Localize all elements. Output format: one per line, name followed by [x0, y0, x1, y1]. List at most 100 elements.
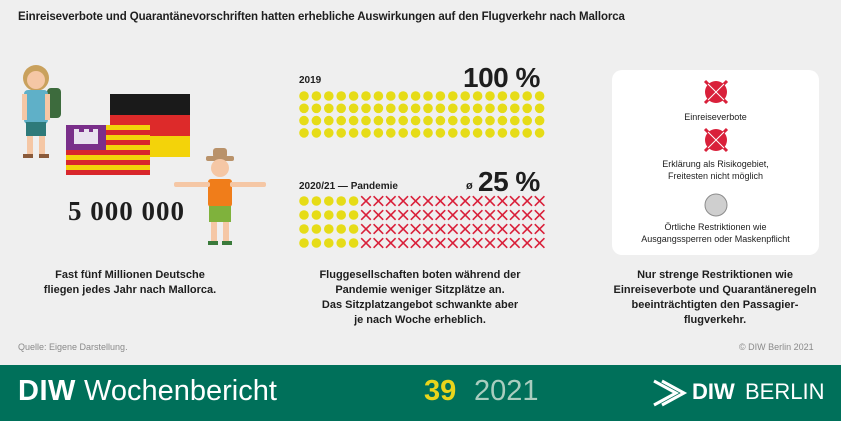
- seat-cancelled-mark: [459, 237, 471, 249]
- seat-cancelled-mark: [373, 195, 384, 207]
- seat-cancelled-mark: [360, 223, 372, 235]
- seat-cancelled-mark: [472, 223, 483, 235]
- circle-icon: [704, 193, 728, 217]
- seat-cancelled-mark: [385, 195, 397, 207]
- seat-cancelled-mark: [422, 223, 434, 235]
- seat-available-dot: [324, 115, 334, 126]
- seat-available-dot: [348, 196, 359, 206]
- seat-available-dot: [336, 210, 346, 220]
- seat-cancelled-mark: [435, 237, 446, 249]
- seat-available-dot: [336, 103, 346, 114]
- seat-available-dot: [299, 103, 309, 114]
- seat-cancelled-mark: [484, 237, 496, 249]
- seat-cancelled-mark: [484, 223, 496, 235]
- seat-cancelled-mark: [521, 195, 533, 207]
- seat-cancelled-mark: [360, 237, 372, 249]
- seat-cancelled-mark: [422, 195, 434, 207]
- seat-cancelled-mark: [497, 209, 508, 221]
- seat-cancelled-mark: [472, 209, 483, 221]
- seat-available-dot: [522, 128, 532, 138]
- seat-cancelled-mark: [373, 209, 384, 221]
- travellers-number: 5 000 000: [68, 196, 185, 226]
- seat-cancelled-mark: [385, 209, 397, 221]
- seat-available-dot: [311, 210, 322, 220]
- seat-available-dot: [448, 91, 458, 101]
- logo-brand: DIW: [692, 379, 735, 404]
- seat-available-dot: [361, 103, 371, 114]
- mallorca-flag-icon: [66, 125, 150, 175]
- seat-cancelled-mark: [472, 237, 483, 249]
- seat-available-dot: [410, 128, 421, 138]
- seat-cancelled-mark: [410, 223, 421, 235]
- seat-cancelled-mark: [534, 223, 545, 235]
- seat-available-dot: [311, 115, 322, 126]
- seat-available-dot: [534, 128, 545, 138]
- seat-available-dot: [522, 103, 532, 114]
- seat-available-dot: [299, 115, 309, 126]
- seat-cancelled-mark: [509, 237, 521, 249]
- seat-available-dot: [311, 103, 322, 114]
- seat-available-dot: [398, 128, 408, 138]
- seat-cancelled-mark: [472, 195, 483, 207]
- seat-available-dot: [324, 91, 334, 101]
- seat-available-dot: [336, 91, 346, 101]
- restriction-label-2b: Freitesten nicht möglich: [667, 171, 764, 181]
- seat-available-dot: [348, 103, 359, 114]
- seat-available-dot: [299, 238, 309, 248]
- seat-available-dot: [435, 115, 446, 126]
- restriction-label-2a: Erklärung als Risikogebiet,: [662, 159, 769, 169]
- seat-cancelled-mark: [397, 209, 409, 221]
- seat-cancelled-mark: [447, 223, 459, 235]
- seat-available-dot: [336, 238, 346, 248]
- seat-available-dot: [448, 128, 458, 138]
- seat-available-dot: [324, 196, 334, 206]
- seat-available-dot: [311, 128, 322, 138]
- seat-available-dot: [472, 128, 483, 138]
- seat-available-dot: [324, 128, 334, 138]
- seat-available-dot: [448, 103, 458, 114]
- seat-available-dot: [410, 115, 421, 126]
- seat-cancelled-mark: [360, 209, 372, 221]
- seat-cancelled-mark: [410, 237, 421, 249]
- seat-cancelled-mark: [410, 209, 421, 221]
- seat-available-dot: [497, 115, 508, 126]
- right-caption-line: beeinträchtigten den Passagier-: [631, 299, 799, 311]
- seat-cancelled-mark: [397, 223, 409, 235]
- seat-available-dot: [423, 128, 433, 138]
- seat-cancelled-mark: [397, 195, 409, 207]
- seat-cancelled-mark: [385, 223, 397, 235]
- seat-cancelled-mark: [484, 195, 496, 207]
- seat-available-dot: [460, 128, 470, 138]
- average-symbol: ø: [466, 180, 473, 192]
- seat-available-dot: [534, 103, 545, 114]
- left-caption-line: fliegen jedes Jahr nach Mallorca.: [43, 284, 217, 296]
- seat-cancelled-mark: [459, 195, 471, 207]
- seat-available-dot: [522, 91, 532, 101]
- seat-cancelled-mark: [373, 223, 384, 235]
- seat-available-dot: [348, 210, 359, 220]
- seat-available-dot: [435, 103, 446, 114]
- seat-available-dot: [510, 103, 520, 114]
- seat-cancelled-mark: [497, 237, 508, 249]
- seat-cancelled-mark: [397, 237, 409, 249]
- percentage-2019: 100 %: [463, 62, 540, 93]
- label-pandemic: 2020/21 — Pandemie: [299, 181, 398, 192]
- copyright-note: © DIW Berlin 2021: [739, 342, 814, 352]
- crossed-out-icon: [703, 127, 729, 153]
- seat-cancelled-mark: [385, 237, 397, 249]
- right-caption: Nur strenge Restriktionen wie Einreiseve…: [590, 268, 840, 328]
- footer-brand: DIW: [18, 375, 76, 407]
- seat-available-dot: [348, 238, 359, 248]
- tourist-man-icon: [174, 148, 266, 245]
- restriction-label-1: Einreiseverbote: [684, 112, 747, 122]
- seat-available-dot: [472, 91, 483, 101]
- seat-cancelled-mark: [497, 195, 508, 207]
- seats-pandemic-grid: [299, 195, 545, 249]
- seat-available-dot: [361, 91, 371, 101]
- seat-available-dot: [497, 91, 508, 101]
- seat-available-dot: [336, 115, 346, 126]
- seat-available-dot: [398, 103, 408, 114]
- middle-caption-line: Fluggesellschaften boten während der: [319, 269, 521, 281]
- seat-cancelled-mark: [534, 237, 545, 249]
- seat-available-dot: [448, 115, 458, 126]
